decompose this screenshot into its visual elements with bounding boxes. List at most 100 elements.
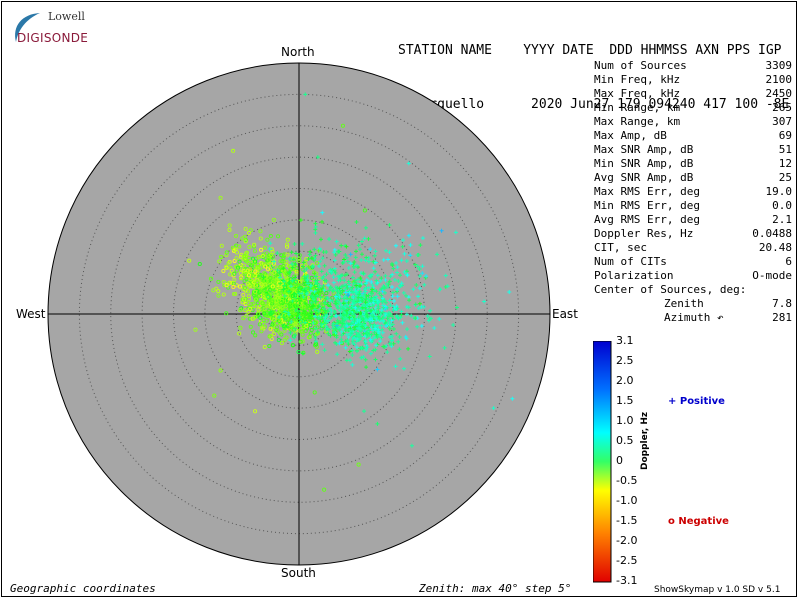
source-point-positive — [355, 309, 360, 314]
source-point-positive — [268, 241, 273, 246]
source-point-positive — [346, 342, 351, 347]
source-point-negative — [263, 272, 268, 277]
stats-panel: Num of Sources 3309 Min Freq, kHz 2100 Max F… — [594, 59, 792, 325]
source-point-positive — [322, 317, 327, 322]
colorbar-tick-label: -0.5 — [616, 474, 638, 487]
source-point-positive — [316, 288, 321, 293]
source-point-negative — [275, 295, 280, 300]
source-point-positive — [379, 335, 384, 340]
source-point-positive — [368, 273, 373, 278]
source-point-negative — [246, 273, 252, 278]
source-point-positive — [375, 367, 380, 372]
source-point-positive — [348, 252, 353, 257]
colorbar-tick-label: 3.1 — [616, 334, 634, 347]
source-point-positive — [322, 300, 327, 305]
source-point-positive — [383, 278, 388, 283]
source-point-positive — [406, 305, 411, 310]
source-point-positive — [346, 322, 351, 327]
source-point-negative — [291, 327, 296, 332]
source-point-positive — [324, 249, 329, 254]
colorbar-tick-label: -1.0 — [616, 494, 638, 507]
source-point-negative — [297, 256, 302, 262]
source-point-positive — [454, 305, 459, 310]
source-point-positive — [354, 289, 359, 294]
source-point-positive — [350, 294, 355, 299]
source-point-positive — [393, 364, 398, 369]
source-point-negative — [262, 311, 267, 316]
source-point-positive — [364, 278, 369, 283]
source-point-positive — [315, 315, 320, 320]
source-point-negative — [297, 253, 302, 258]
source-point-positive — [316, 304, 321, 309]
stat-value: 20.48 — [758, 241, 792, 254]
source-point-positive — [393, 243, 398, 248]
source-point-negative — [281, 323, 286, 329]
source-point-positive — [318, 259, 323, 264]
source-point-positive — [351, 340, 356, 345]
source-point-negative — [253, 289, 258, 294]
source-point-positive — [391, 326, 396, 331]
source-point-positive — [378, 278, 383, 283]
source-point-positive — [308, 249, 313, 254]
source-point-negative — [285, 271, 290, 276]
stat-value: 69 — [778, 129, 792, 142]
stat-value: 25 — [778, 171, 792, 184]
source-point-negative — [304, 326, 310, 331]
source-point-positive — [360, 324, 365, 329]
source-point-positive — [351, 281, 356, 286]
source-point-negative — [258, 229, 263, 234]
source-point-positive — [313, 339, 318, 344]
source-point-positive — [416, 294, 421, 299]
source-point-positive — [385, 350, 390, 355]
source-point-negative — [262, 307, 267, 312]
stat-row: Max RMS Err, deg 19.0 — [594, 185, 792, 199]
source-point-positive — [387, 326, 392, 331]
source-point-positive — [369, 291, 374, 296]
source-point-negative — [218, 368, 223, 373]
source-point-positive — [392, 277, 397, 282]
source-point-positive — [391, 317, 396, 322]
source-point-negative — [248, 228, 253, 233]
source-point-positive — [376, 304, 381, 309]
source-point-negative — [259, 247, 264, 252]
source-point-negative — [238, 276, 244, 281]
source-point-negative — [308, 331, 313, 336]
stat-row: Polarization O-mode — [594, 269, 792, 283]
source-point-negative — [307, 334, 312, 339]
source-point-positive — [379, 276, 384, 281]
source-point-positive — [363, 357, 368, 362]
source-point-positive — [415, 252, 420, 257]
source-point-negative — [246, 260, 251, 265]
footer-coordinates: Geographic coordinates — [10, 582, 156, 595]
source-point-positive — [282, 309, 287, 314]
source-point-positive — [406, 161, 411, 166]
source-point-positive — [275, 251, 280, 256]
source-point-positive — [346, 300, 351, 305]
source-point-positive — [341, 301, 346, 306]
colorbar-title: Doppler, Hz — [640, 411, 650, 470]
source-point-positive — [362, 409, 367, 414]
source-point-positive — [289, 319, 294, 324]
source-point-negative — [296, 349, 301, 355]
source-point-positive — [347, 349, 352, 354]
source-point-positive — [327, 288, 332, 293]
source-point-positive — [317, 246, 322, 251]
source-point-positive — [404, 304, 409, 309]
source-point-positive — [307, 252, 312, 257]
source-point-negative — [250, 280, 255, 285]
source-point-negative — [248, 324, 253, 329]
source-point-negative — [253, 409, 258, 414]
stat-row: Min RMS Err, deg 0.0 — [594, 199, 792, 213]
source-point-negative — [292, 274, 297, 279]
source-point-positive — [346, 293, 351, 298]
stat-label: Num of CITs — [594, 255, 667, 268]
source-point-positive — [292, 242, 297, 247]
source-point-positive — [361, 302, 366, 307]
source-point-positive — [399, 258, 404, 263]
source-point-positive — [313, 253, 318, 258]
source-point-positive — [338, 273, 343, 278]
source-point-positive — [343, 317, 348, 322]
source-point-positive — [322, 348, 327, 353]
source-point-positive — [340, 321, 345, 326]
source-point-positive — [340, 261, 345, 266]
